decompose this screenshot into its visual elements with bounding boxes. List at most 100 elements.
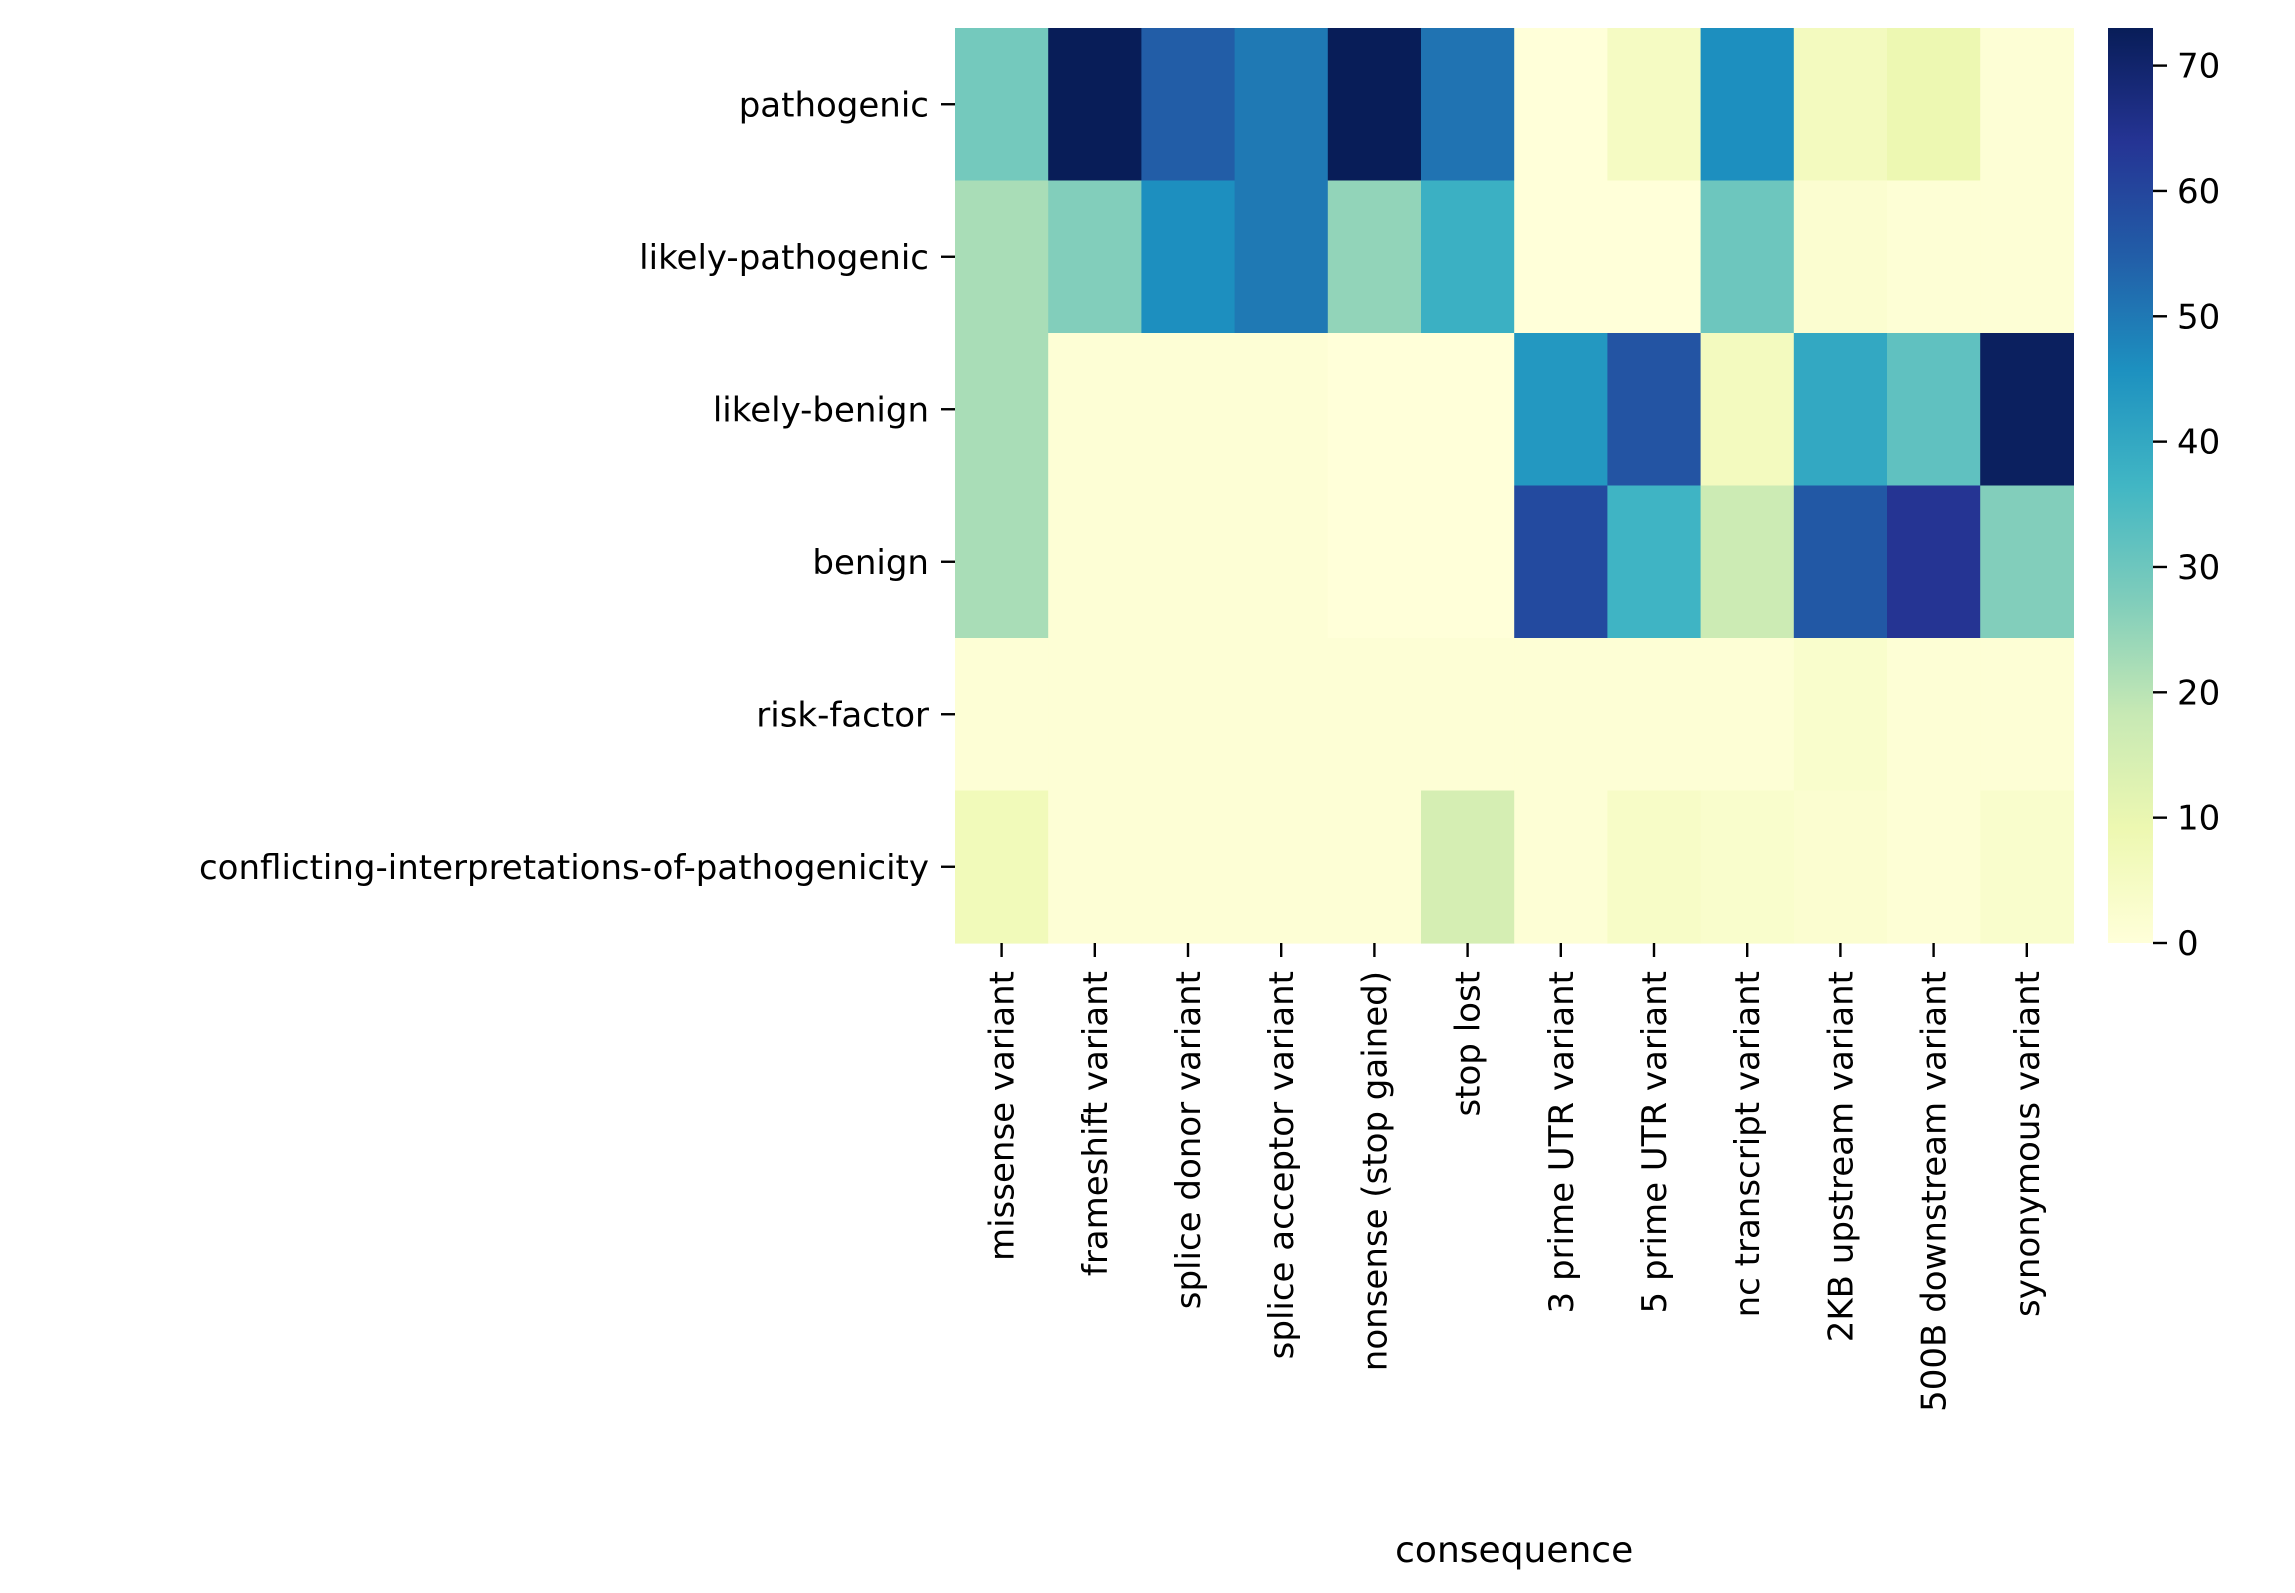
colorbar: 0 10 20 30 40 50 60 70: [2108, 28, 2220, 964]
heatmap-cell: [1701, 181, 1795, 334]
heatmap-cell: [1421, 181, 1515, 334]
heatmap-cell: [1980, 28, 2074, 181]
heatmap-cell: [1607, 333, 1701, 486]
heatmap-cell: [1235, 333, 1329, 486]
heatmap-cell: [1980, 486, 2074, 639]
colorbar-tick-label: 10: [2177, 799, 2220, 839]
heatmap-cell: [1701, 486, 1795, 639]
heatmap-cell: [1048, 638, 1142, 791]
heatmap-cell: [1421, 791, 1515, 944]
heatmap-cell: [1235, 791, 1329, 944]
colorbar-tick-label: 20: [2177, 673, 2220, 713]
colorbar-tick-label: 0: [2177, 924, 2199, 964]
heatmap-cell: [1141, 181, 1235, 334]
heatmap-cell: [955, 638, 1049, 791]
x-tick-label: splice donor variant: [1169, 971, 1209, 1309]
heatmap-cell: [955, 791, 1049, 944]
heatmap-cell: [1514, 28, 1608, 181]
heatmap-cell: [1514, 486, 1608, 639]
x-tick-label: synonymous variant: [2008, 971, 2048, 1317]
x-axis-title: consequence: [1395, 1530, 1633, 1571]
x-tick-label: splice acceptor variant: [1262, 971, 1302, 1359]
heatmap-cell: [1980, 181, 2074, 334]
heatmap-cell: [1235, 28, 1329, 181]
heatmap-cell: [1141, 638, 1235, 791]
heatmap-cell: [1421, 28, 1515, 181]
heatmap-cell: [1607, 486, 1701, 639]
heatmap-cell: [1141, 28, 1235, 181]
y-tick-label: risk-factor: [756, 695, 929, 735]
heatmap-cell: [1794, 638, 1888, 791]
heatmap-cell: [1048, 333, 1142, 486]
heatmap-cell: [1328, 791, 1422, 944]
colorbar-tick-label: 40: [2177, 423, 2220, 463]
colorbar-ticks: 0 10 20 30 40 50 60 70: [2153, 47, 2220, 964]
heatmap-cell: [1980, 638, 2074, 791]
heatmap-cell: [1887, 333, 1981, 486]
heatmap-cell: [1235, 486, 1329, 639]
heatmap-cell: [1607, 791, 1701, 944]
heatmap-cell: [1980, 333, 2074, 486]
x-axis: missense variant frameshift variant splice…: [983, 943, 2048, 1412]
heatmap-cell: [1141, 791, 1235, 944]
y-tick-label: benign: [812, 543, 929, 583]
heatmap-cell: [1328, 333, 1422, 486]
heatmap-cell: [1421, 486, 1515, 639]
y-tick-label: likely-pathogenic: [639, 238, 929, 278]
heatmap-cell: [1794, 486, 1888, 639]
y-tick-label: conflicting-interpretations-of-pathogeni…: [199, 848, 929, 888]
heatmap-cell: [1328, 638, 1422, 791]
heatmap-cell: [1141, 333, 1235, 486]
heatmap-cell: [1794, 333, 1888, 486]
x-tick-label: nc transcript variant: [1728, 971, 1768, 1317]
heatmap-cell: [1794, 181, 1888, 334]
x-tick-label: 2KB upstream variant: [1821, 971, 1861, 1342]
heatmap-cell: [955, 28, 1049, 181]
heatmap-cell: [955, 333, 1049, 486]
x-tick-label: 500B downstream variant: [1915, 971, 1955, 1412]
colorbar-tick-label: 70: [2177, 47, 2220, 87]
x-tick-label: nonsense (stop gained): [1355, 971, 1395, 1371]
colorbar-gradient: [2108, 28, 2153, 943]
heatmap-cell: [1887, 791, 1981, 944]
heatmap-cell: [1887, 28, 1981, 181]
y-tick-label: pathogenic: [739, 85, 929, 125]
heatmap-cell: [1607, 181, 1701, 334]
y-tick-label: likely-benign: [713, 390, 929, 430]
heatmap-cell: [1328, 28, 1422, 181]
x-tick-label: frameshift variant: [1076, 971, 1116, 1276]
heatmap-cell: [1235, 638, 1329, 791]
heatmap-cell: [955, 486, 1049, 639]
heatmap-cell: [1514, 638, 1608, 791]
heatmap-cell: [1980, 791, 2074, 944]
heatmap-cell: [1048, 28, 1142, 181]
colorbar-tick-label: 60: [2177, 172, 2220, 212]
heatmap-cell: [1328, 486, 1422, 639]
heatmap-cell: [1701, 638, 1795, 791]
heatmap-cell: [1328, 181, 1422, 334]
heatmap-cell: [1514, 333, 1608, 486]
heatmap-cell: [955, 181, 1049, 334]
heatmap-cell: [1048, 181, 1142, 334]
heatmap-cell: [1421, 638, 1515, 791]
heatmap-cell: [1887, 638, 1981, 791]
heatmap-cell: [1235, 181, 1329, 334]
heatmap-cell: [1701, 791, 1795, 944]
heatmap-cell: [1514, 791, 1608, 944]
heatmap-cell: [1514, 181, 1608, 334]
heatmap-cell: [1701, 333, 1795, 486]
heatmap-cell: [1887, 181, 1981, 334]
heatmap-cell: [1607, 28, 1701, 181]
colorbar-tick-label: 30: [2177, 548, 2220, 588]
colorbar-tick-label: 50: [2177, 297, 2220, 337]
x-tick-label: 3 prime UTR variant: [1542, 971, 1582, 1313]
heatmap-cell: [1794, 791, 1888, 944]
heatmap-cell: [1794, 28, 1888, 181]
x-tick-label: stop lost: [1449, 971, 1489, 1117]
heatmap-cell: [1048, 791, 1142, 944]
heatmap-cell: [1421, 333, 1515, 486]
heatmap-cells: [955, 28, 2074, 944]
heatmap-cell: [1141, 486, 1235, 639]
